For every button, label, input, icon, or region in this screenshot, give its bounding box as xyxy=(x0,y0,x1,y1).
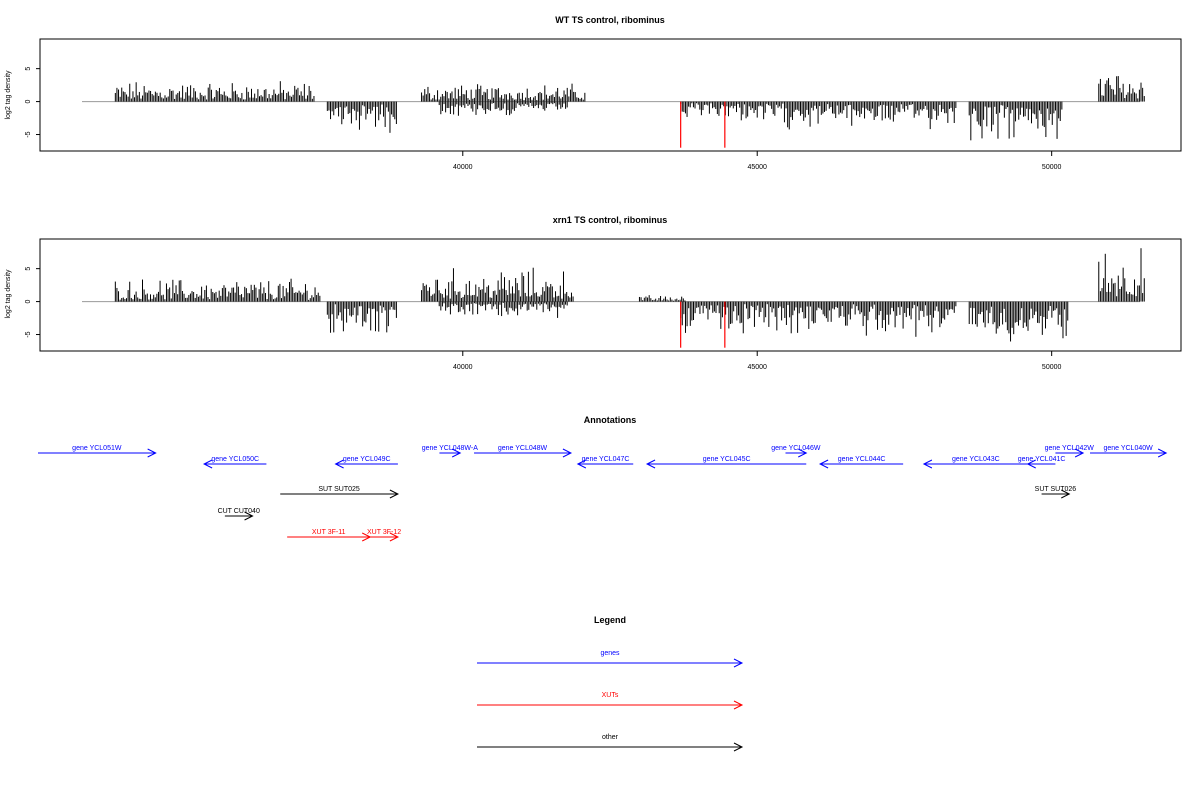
annotation-feature: gene YCL051W xyxy=(38,445,157,458)
arrow-head-icon xyxy=(202,459,213,469)
bars-group xyxy=(82,248,1145,348)
feature-label: gene YCL045C xyxy=(703,456,751,463)
legend-panel: Legend genes XUTs other xyxy=(477,615,744,752)
arrow-head-icon xyxy=(334,459,344,469)
x-tick-label: 40000 xyxy=(453,364,473,371)
y-tick-label: 5 xyxy=(25,267,32,271)
legend-label: genes xyxy=(600,650,620,657)
x-tick-label: 50000 xyxy=(1042,164,1062,171)
arrow-head-icon xyxy=(922,459,933,469)
arrow-head-icon xyxy=(244,511,254,521)
arrow-head-icon xyxy=(147,448,157,458)
y-tick-label: 5 xyxy=(25,67,32,71)
arrow-head-icon xyxy=(1157,448,1168,458)
feature-label: gene YCL051W xyxy=(72,445,122,452)
x-tick-label: 50000 xyxy=(1042,364,1062,371)
legend-items: genes XUTs other xyxy=(477,650,744,752)
feature-label: XUT 3F-11 xyxy=(312,529,346,536)
annotation-feature: XUT 3F-12 xyxy=(367,529,401,542)
feature-label: gene YCL044C xyxy=(838,456,886,463)
feature-label: gene YCL050C xyxy=(211,456,259,463)
annotation-feature: gene YCL046W xyxy=(771,445,821,458)
arrow-head-icon xyxy=(733,658,744,668)
legend-title: Legend xyxy=(594,615,626,625)
x-tick-label: 45000 xyxy=(747,364,767,371)
feature-label: gene YCL043C xyxy=(952,456,1000,463)
feature-label: gene YCL046W xyxy=(771,445,821,452)
annotation-feature: gene YCL044C xyxy=(818,456,904,469)
feature-label: SUT SUT026 xyxy=(1035,486,1077,493)
y-tick-label: -5 xyxy=(25,331,32,337)
panel-title: xrn1 TS control, ribominus xyxy=(553,215,668,225)
legend-label: XUTs xyxy=(602,692,619,699)
arrow-head-icon xyxy=(576,459,587,469)
arrow-head-icon xyxy=(733,700,744,710)
arrow-head-icon xyxy=(562,448,573,458)
annotations-title: Annotations xyxy=(584,415,637,425)
arrow-head-icon xyxy=(798,448,808,458)
y-axis-label: log2 tag density xyxy=(5,269,12,319)
x-tick-label: 45000 xyxy=(747,164,767,171)
annotation-feature: SUT SUT026 xyxy=(1035,486,1077,499)
arrow-head-icon xyxy=(645,459,656,469)
feature-label: SUT SUT025 xyxy=(318,486,360,493)
annotation-feature: gene YCL042W xyxy=(1045,445,1095,458)
annotation-feature: CUT CUT040 xyxy=(218,508,260,521)
annotation-feature: gene YCL041C xyxy=(1018,456,1066,469)
feature-label: gene YCL048W xyxy=(498,445,548,452)
annotation-feature: gene YCL047C xyxy=(576,456,634,469)
arrow-head-icon xyxy=(451,448,462,458)
feature-label: CUT CUT040 xyxy=(218,508,260,515)
annotation-feature: gene YCL048W xyxy=(474,445,573,458)
arrow-head-icon xyxy=(1061,489,1071,499)
annotation-features: gene YCL051W gene YCL050C gene YCL049C gene… xyxy=(38,445,1168,542)
arrow-head-icon xyxy=(733,742,744,752)
arrow-head-icon xyxy=(1074,448,1085,458)
legend-label: other xyxy=(602,734,619,741)
legend-item: genes xyxy=(477,650,744,668)
arrow-head-icon xyxy=(818,459,829,469)
annotation-feature: gene YCL040W xyxy=(1090,445,1168,458)
y-tick-label: -5 xyxy=(25,131,32,137)
feature-label: gene YCL047C xyxy=(582,456,630,463)
annotation-feature: gene YCL045C xyxy=(645,456,807,469)
feature-label: XUT 3F-12 xyxy=(367,529,401,536)
annotation-feature: XUT 3F-11 xyxy=(287,529,372,542)
legend-item: other xyxy=(477,734,744,752)
annotation-feature: gene YCL049C xyxy=(334,456,398,469)
xrn1-track-panel: xrn1 TS control, ribominus log2 tag dens… xyxy=(5,215,1182,371)
axes-group: -5 0 5 40000 45000 50000 xyxy=(25,267,1062,371)
annotation-feature: gene YCL050C xyxy=(202,456,267,469)
y-axis-label: log2 tag density xyxy=(5,70,12,120)
feature-label: gene YCL042W xyxy=(1045,445,1095,452)
wt-track-panel: WT TS control, ribominus log2 tag densit… xyxy=(5,15,1182,171)
arrow-head-icon xyxy=(1026,459,1036,469)
y-tick-label: 0 xyxy=(25,100,32,104)
annotation-feature: SUT SUT025 xyxy=(280,486,400,499)
annotation-feature: gene YCL043C xyxy=(922,456,1028,469)
feature-label: gene YCL040W xyxy=(1103,445,1153,452)
bars-group xyxy=(82,76,1145,148)
feature-label: gene YCL049C xyxy=(343,456,391,463)
arrow-head-icon xyxy=(389,532,400,542)
x-tick-label: 40000 xyxy=(453,164,473,171)
arrow-head-icon xyxy=(389,489,400,499)
axes-group: -5 0 5 40000 45000 50000 xyxy=(25,67,1062,171)
legend-item: XUTs xyxy=(477,692,744,710)
annotation-feature: gene YCL048W-A xyxy=(422,445,478,458)
feature-label: gene YCL041C xyxy=(1018,456,1066,463)
feature-label: gene YCL048W-A xyxy=(422,445,478,452)
panel-title: WT TS control, ribominus xyxy=(555,15,665,25)
y-tick-label: 0 xyxy=(25,300,32,304)
